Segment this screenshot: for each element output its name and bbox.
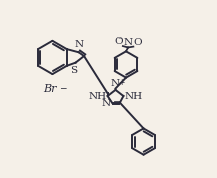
Text: NH: NH: [124, 91, 142, 101]
Text: NH: NH: [89, 91, 107, 101]
Text: O: O: [134, 38, 142, 47]
Text: +: +: [118, 78, 125, 87]
Text: N: N: [74, 40, 84, 49]
Text: N: N: [102, 99, 111, 108]
Text: Br: Br: [43, 84, 57, 94]
Text: −: −: [59, 84, 66, 93]
Text: O: O: [114, 37, 123, 46]
Text: N: N: [111, 79, 120, 88]
Text: ⁻: ⁻: [117, 36, 122, 45]
Text: =: =: [113, 99, 122, 109]
Text: S: S: [70, 66, 77, 75]
Text: N: N: [123, 38, 133, 47]
